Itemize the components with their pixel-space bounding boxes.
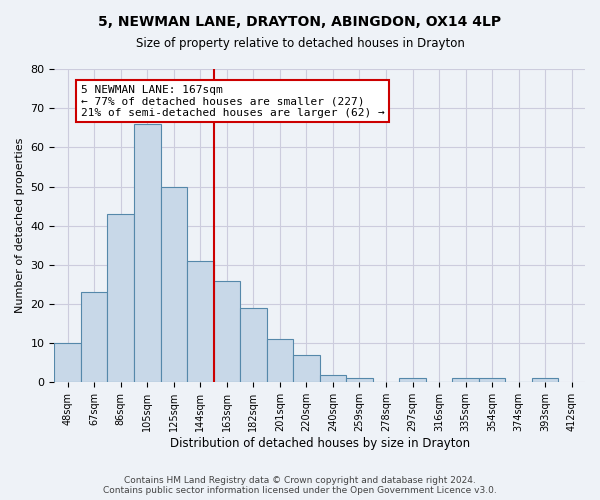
Text: Contains HM Land Registry data © Crown copyright and database right 2024.
Contai: Contains HM Land Registry data © Crown c… — [103, 476, 497, 495]
Bar — [266, 340, 293, 382]
Text: 5, NEWMAN LANE, DRAYTON, ABINGDON, OX14 4LP: 5, NEWMAN LANE, DRAYTON, ABINGDON, OX14 … — [98, 15, 502, 29]
Bar — [293, 355, 320, 382]
Bar — [55, 343, 81, 382]
Bar — [134, 124, 161, 382]
Bar — [240, 308, 266, 382]
Y-axis label: Number of detached properties: Number of detached properties — [15, 138, 25, 314]
Bar — [479, 378, 505, 382]
Text: 5 NEWMAN LANE: 167sqm
← 77% of detached houses are smaller (227)
21% of semi-det: 5 NEWMAN LANE: 167sqm ← 77% of detached … — [81, 84, 385, 118]
Bar — [81, 292, 107, 382]
X-axis label: Distribution of detached houses by size in Drayton: Distribution of detached houses by size … — [170, 437, 470, 450]
Bar — [320, 374, 346, 382]
Bar — [107, 214, 134, 382]
Bar — [452, 378, 479, 382]
Bar — [187, 261, 214, 382]
Text: Size of property relative to detached houses in Drayton: Size of property relative to detached ho… — [136, 38, 464, 51]
Bar — [532, 378, 559, 382]
Bar — [399, 378, 426, 382]
Bar — [346, 378, 373, 382]
Bar — [161, 186, 187, 382]
Bar — [214, 280, 240, 382]
